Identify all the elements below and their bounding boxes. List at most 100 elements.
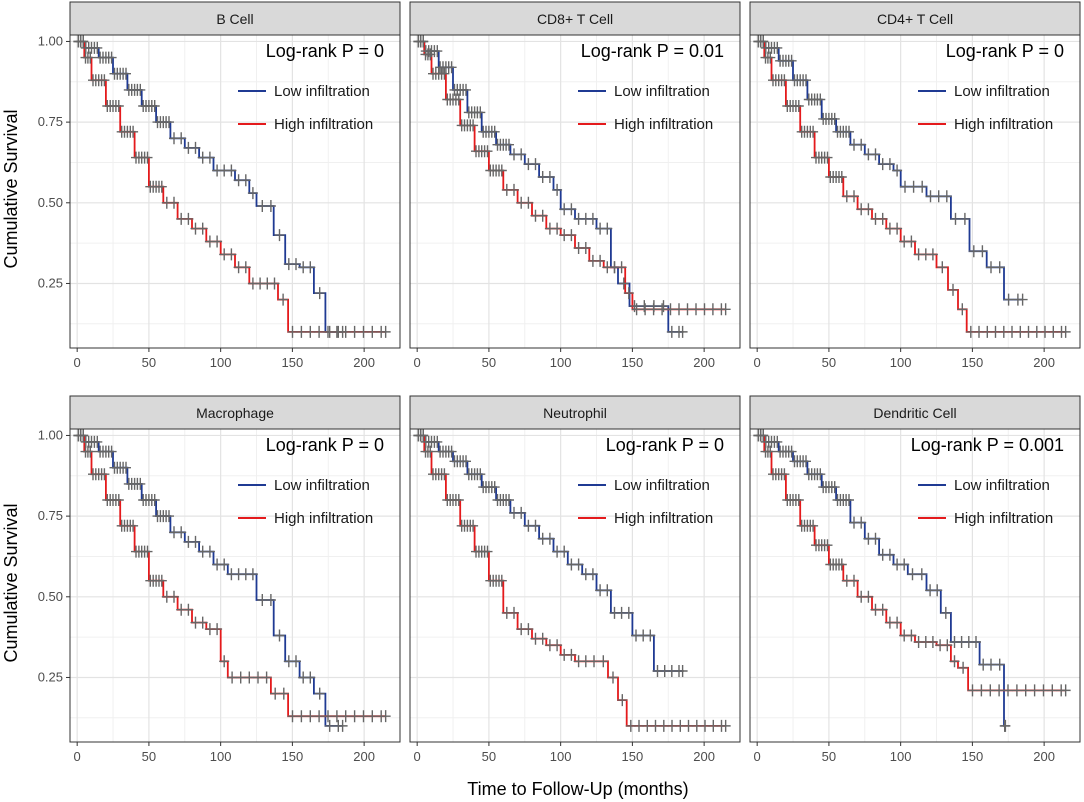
censor-mark [772, 435, 783, 448]
censor-mark [323, 325, 333, 338]
x-tick-label: 100 [550, 355, 572, 370]
censor-mark [976, 684, 987, 697]
censor-mark [446, 445, 457, 458]
censor-mark [849, 574, 859, 587]
censor-mark [707, 303, 718, 316]
censor-mark [959, 212, 970, 225]
censor-mark [340, 325, 351, 338]
censor-mark [176, 526, 187, 539]
censor-mark [765, 445, 776, 458]
x-tick-label: 200 [1033, 749, 1055, 764]
censor-mark [314, 710, 325, 723]
censor-mark [121, 461, 131, 474]
panel-title: CD4+ T Cell [877, 11, 953, 27]
censor-mark [169, 590, 179, 603]
censor-mark [489, 481, 500, 494]
panel-strip [409, 395, 741, 430]
censor-mark [836, 558, 847, 571]
censor-mark [432, 435, 443, 448]
panel-title: B Cell [216, 11, 253, 27]
gridlines [750, 35, 1081, 348]
x-tick-label: 200 [693, 355, 715, 370]
censor-mark [197, 222, 208, 235]
censor-mark [779, 468, 790, 481]
censor-mark [677, 665, 688, 678]
censor-mark [337, 719, 348, 732]
x-tick-label: 0 [754, 749, 761, 764]
censor-mark [589, 655, 599, 668]
censor-mark [489, 125, 500, 138]
log-rank-annotation: Log-rank P = 0.01 [581, 41, 724, 61]
censor-mark [287, 325, 298, 338]
log-rank-annotation: Log-rank P = 0 [266, 435, 384, 455]
y-axis-label-bottom: Cumulative Survival [1, 503, 21, 662]
x-tick-label: 100 [890, 749, 912, 764]
censor-mark [176, 132, 187, 145]
censor-mark [227, 671, 238, 684]
legend-label: High infiltration [954, 510, 1053, 527]
censor-mark [1060, 325, 1071, 338]
censor-mark [994, 684, 1005, 697]
censor-mark [468, 119, 479, 132]
x-tick-label: 0 [414, 355, 421, 370]
censor-mark [587, 212, 598, 225]
censor-mark [244, 671, 255, 684]
censor-mark [164, 116, 174, 129]
censor-mark [204, 545, 215, 558]
censor-mark [968, 245, 979, 258]
x-tick-label: 150 [622, 749, 644, 764]
censor-mark [274, 629, 285, 642]
censor-mark [985, 684, 996, 697]
y-tick-label: 1.00 [38, 33, 63, 48]
censor-mark [92, 435, 103, 448]
censor-mark [967, 684, 978, 697]
censor-mark [552, 222, 563, 235]
censor-mark [106, 51, 117, 64]
censor-mark [183, 603, 194, 616]
censor-mark [566, 648, 577, 661]
censor-mark [877, 603, 888, 616]
censor-mark [906, 629, 917, 642]
censor-mark [482, 145, 493, 158]
censor-mark [829, 481, 840, 494]
censor-mark [235, 671, 246, 684]
x-tick-label: 200 [1033, 355, 1055, 370]
legend: Low infiltration High infiltration [578, 477, 713, 527]
y-tick-label: 0.75 [38, 114, 63, 129]
censor-marks [753, 429, 1071, 732]
censor-marks [413, 429, 731, 732]
censor-marks [753, 35, 1071, 338]
censor-mark [305, 261, 316, 274]
censor-mark [645, 629, 656, 642]
panel-neutrophil: Neutrophil Log-rank P = 0 Low infiltration… [409, 395, 741, 764]
censor-mark [219, 558, 230, 571]
censor-mark [314, 687, 325, 700]
censor-mark [808, 519, 819, 532]
censor-mark [720, 303, 731, 316]
censor-mark [899, 558, 910, 571]
censor-mark [367, 325, 378, 338]
x-tick-label: 0 [74, 355, 81, 370]
censor-mark [906, 235, 917, 248]
censor-mark [305, 325, 316, 338]
censor-mark [305, 671, 316, 684]
legend: Low infiltration High infiltration [578, 83, 713, 133]
censor-mark [1011, 684, 1022, 697]
censor-mark [1020, 684, 1031, 697]
censor-mark [836, 171, 847, 183]
censor-mark [453, 93, 464, 106]
panel-border [69, 428, 401, 743]
censor-mark [932, 584, 943, 597]
censor-mark [461, 83, 471, 96]
censor-mark [758, 35, 769, 48]
plot-background [70, 35, 400, 348]
legend: Low infiltration High infiltration [238, 477, 373, 527]
censor-mark [314, 287, 325, 300]
censor-mark [135, 83, 146, 96]
gridlines [750, 429, 1081, 742]
censor-mark [801, 455, 811, 468]
censor-mark [801, 74, 811, 87]
censor-mark [240, 174, 251, 187]
censor-mark [639, 300, 650, 313]
x-tick-label: 150 [962, 749, 984, 764]
